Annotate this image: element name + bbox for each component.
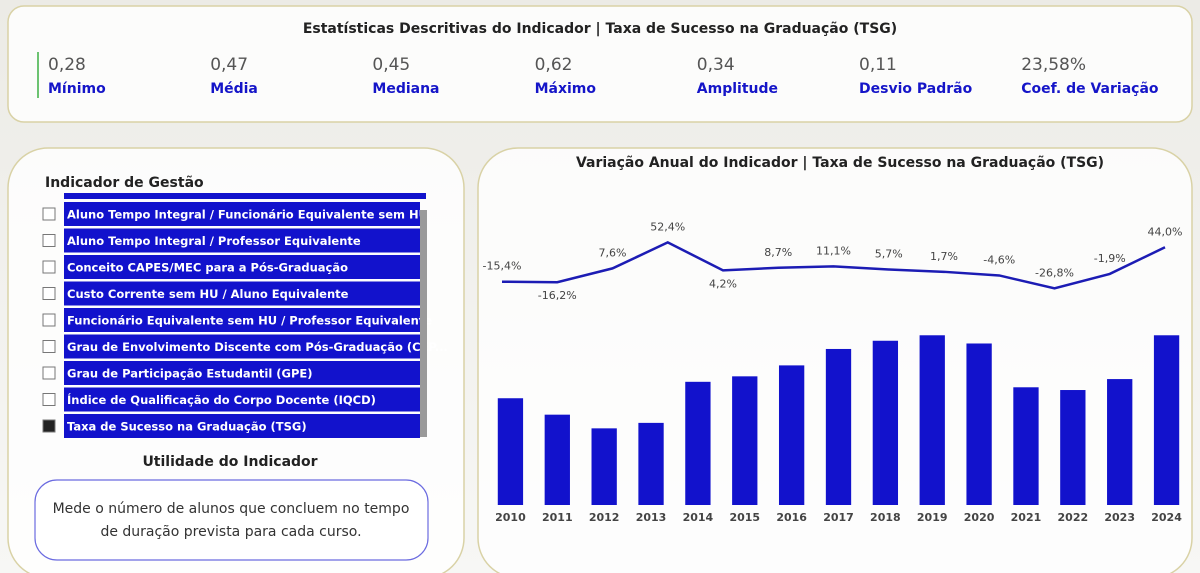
x-tick-label: 2016	[776, 511, 807, 524]
list-item-label[interactable]: Conceito CAPES/MEC para a Pós-Graduação	[67, 261, 348, 275]
data-label: 44,0%	[1148, 225, 1183, 238]
checkbox[interactable]	[43, 341, 55, 353]
bar	[638, 423, 663, 505]
checkbox[interactable]	[43, 288, 55, 300]
data-label: -26,8%	[1035, 266, 1074, 279]
stat-label: Mínimo	[48, 81, 106, 97]
list-item-label[interactable]: Grau de Participação Estudantil (GPE)	[67, 367, 313, 381]
stat-label: Desvio Padrão	[859, 81, 973, 97]
x-tick-label: 2015	[729, 511, 760, 524]
checkbox[interactable]	[43, 367, 55, 379]
data-label: 1,7%	[930, 250, 958, 263]
stat-value: 0,45	[372, 55, 410, 75]
stat-value: 0,47	[210, 55, 248, 75]
list-item-label[interactable]: Aluno Tempo Integral / Professor Equival…	[67, 234, 361, 248]
bar	[1154, 335, 1179, 505]
data-label: -1,9%	[1094, 252, 1126, 265]
bar	[592, 428, 617, 505]
checkbox[interactable]	[43, 420, 55, 432]
checkbox[interactable]	[43, 261, 55, 273]
list-item-label[interactable]: Funcionário Equivalente sem HU / Profess…	[67, 314, 432, 328]
x-tick-label: 2020	[964, 511, 995, 524]
data-label: 8,7%	[764, 246, 792, 259]
utility-text: Mede o número de alunos que concluem no …	[53, 501, 410, 517]
bar	[779, 365, 804, 505]
x-tick-label: 2012	[589, 511, 620, 524]
stat-label: Coef. de Variação	[1021, 81, 1159, 97]
stat-value: 0,28	[48, 55, 86, 75]
bar	[826, 349, 851, 505]
chart-title: Variação Anual do Indicador | Taxa de Su…	[576, 155, 1104, 171]
bar	[545, 415, 570, 505]
x-tick-label: 2010	[495, 511, 526, 524]
stats-title: Estatísticas Descritivas do Indicador | …	[303, 21, 897, 37]
list-item-label[interactable]: Taxa de Sucesso na Graduação (TSG)	[67, 420, 307, 434]
list-scrolled-item	[64, 193, 426, 199]
data-label: 52,4%	[650, 220, 685, 233]
bar	[685, 382, 710, 505]
bar	[1013, 387, 1038, 505]
scrollbar[interactable]	[420, 210, 427, 437]
stat-value: 0,34	[697, 55, 735, 75]
bar	[732, 376, 757, 505]
stat-value: 23,58%	[1021, 55, 1086, 75]
data-label: -15,4%	[483, 260, 522, 273]
bar	[966, 343, 991, 505]
data-label: 7,6%	[599, 246, 627, 259]
checkbox[interactable]	[43, 394, 55, 406]
bar	[873, 341, 898, 505]
bar	[1060, 390, 1085, 505]
data-label: 11,1%	[816, 244, 851, 257]
data-label: 4,2%	[709, 277, 737, 290]
utility-text: de duração prevista para cada curso.	[100, 524, 361, 540]
bar	[920, 335, 945, 505]
bar	[1107, 379, 1132, 505]
utility-title: Utilidade do Indicador	[142, 454, 317, 470]
x-tick-label: 2021	[1011, 511, 1042, 524]
data-label: -4,6%	[983, 253, 1015, 266]
x-tick-label: 2013	[636, 511, 667, 524]
x-tick-label: 2011	[542, 511, 573, 524]
indicator-list[interactable]: Aluno Tempo Integral / Funcionário Equiv…	[43, 202, 448, 439]
stat-value: 0,62	[535, 55, 573, 75]
x-tick-label: 2018	[870, 511, 901, 524]
list-item-label[interactable]: Custo Corrente sem HU / Aluno Equivalent…	[67, 287, 349, 301]
list-item-label[interactable]: Aluno Tempo Integral / Funcionário Equiv…	[67, 208, 428, 222]
checkbox[interactable]	[43, 208, 55, 220]
bar	[498, 398, 523, 505]
x-tick-label: 2024	[1151, 511, 1182, 524]
stat-label: Máximo	[535, 81, 597, 97]
x-tick-label: 2019	[917, 511, 948, 524]
stat-label: Mediana	[372, 81, 439, 97]
data-label: -16,2%	[538, 289, 577, 302]
list-item-label[interactable]: Grau de Envolvimento Discente com Pós-Gr…	[67, 340, 448, 354]
checkbox[interactable]	[43, 235, 55, 247]
stat-value: 0,11	[859, 55, 897, 75]
x-tick-label: 2014	[683, 511, 714, 524]
list-title: Indicador de Gestão	[45, 175, 204, 191]
checkbox[interactable]	[43, 314, 55, 326]
x-tick-label: 2022	[1058, 511, 1089, 524]
dashboard: Estatísticas Descritivas do Indicador | …	[0, 0, 1200, 573]
list-item-label[interactable]: Índice de Qualificação do Corpo Docente …	[67, 392, 376, 407]
x-tick-label: 2023	[1104, 511, 1135, 524]
data-label: 5,7%	[875, 247, 903, 260]
stat-label: Amplitude	[697, 81, 778, 97]
utility-box	[35, 480, 428, 560]
stat-label: Média	[210, 81, 258, 97]
x-tick-label: 2017	[823, 511, 854, 524]
